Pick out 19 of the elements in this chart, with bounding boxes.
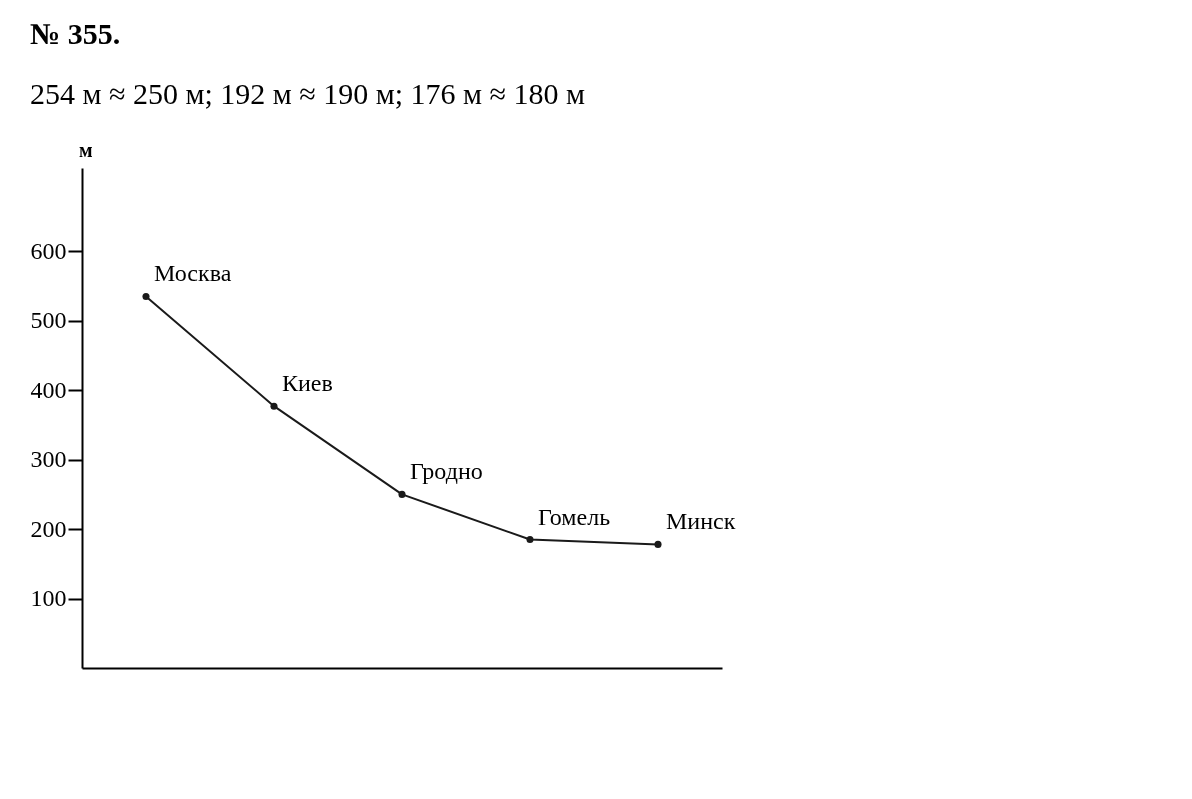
x-tick-label: Гомель	[538, 503, 611, 530]
chart-title: № 355.	[30, 17, 121, 50]
chart-subtitle: 254 м ≈ 250 м; 192 м ≈ 190 м; 176 м ≈ 180 м	[30, 77, 585, 110]
y-axis-title: м	[78, 138, 93, 161]
point	[270, 402, 278, 410]
y-tick-label: 500	[30, 307, 67, 334]
y-tick-label: 300	[30, 446, 67, 473]
point	[526, 536, 534, 544]
y-tick-label: 400	[30, 376, 67, 403]
point	[398, 490, 406, 498]
point	[654, 540, 662, 548]
y-tick-label: 100	[30, 585, 67, 612]
point	[142, 292, 150, 300]
x-tick-label: Гродно	[410, 458, 483, 485]
y-tick-label: 600	[30, 237, 67, 264]
x-tick-label: Москва	[154, 260, 232, 287]
x-tick-label: Минск	[666, 508, 736, 535]
x-tick-label: Киев	[282, 370, 333, 397]
y-tick-label: 200	[30, 515, 67, 542]
